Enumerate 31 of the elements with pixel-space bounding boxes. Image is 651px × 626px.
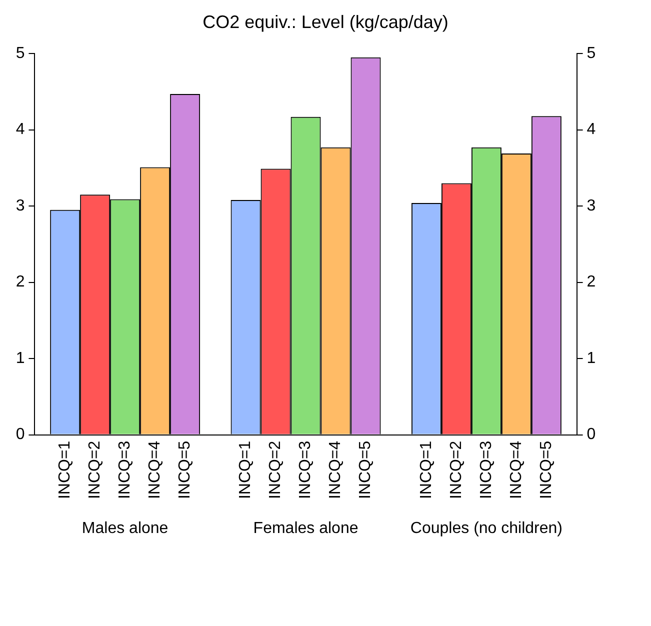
text: INCQ=2 <box>267 440 284 500</box>
x-tick-label: Females alone <box>253 520 358 537</box>
y-tick-label: 5 <box>16 45 25 62</box>
text: INCQ=3 <box>478 440 495 500</box>
chart-title: CO2 equiv.: Level (kg/cap/day) <box>202 12 448 32</box>
text: INCQ=1 <box>418 440 435 500</box>
y-tick-label: 3 <box>16 197 25 214</box>
y-tick-label: 4 <box>16 121 25 138</box>
y2-tick-label: 2 <box>586 274 596 291</box>
text: INCQ=5 <box>357 440 374 500</box>
y-tick-label: 2 <box>16 274 25 291</box>
text: INCQ=5 <box>176 440 194 500</box>
text: INCQ=2 <box>86 440 104 500</box>
text: INCQ=2 <box>448 440 465 500</box>
text: INCQ=5 <box>538 440 555 500</box>
x-tick-label: Couples (no children) <box>410 520 562 537</box>
y2-tick-label: 5 <box>586 45 596 62</box>
x-tick-label: Males alone <box>82 520 168 537</box>
y-tick-label: 0 <box>16 426 25 444</box>
text: INCQ=3 <box>116 440 134 500</box>
text: INCQ=1 <box>237 440 254 500</box>
y-tick-label: 1 <box>16 350 25 367</box>
text: INCQ=3 <box>297 440 314 500</box>
text: INCQ=4 <box>146 440 164 500</box>
text: INCQ=4 <box>327 440 344 500</box>
text: INCQ=4 <box>508 440 525 500</box>
y2-tick-label: 4 <box>586 121 596 138</box>
y2-tick-label: 3 <box>586 197 596 214</box>
y2-tick-label: 1 <box>586 350 596 367</box>
y2-tick-label: 0 <box>586 426 596 444</box>
text: INCQ=1 <box>56 440 74 500</box>
